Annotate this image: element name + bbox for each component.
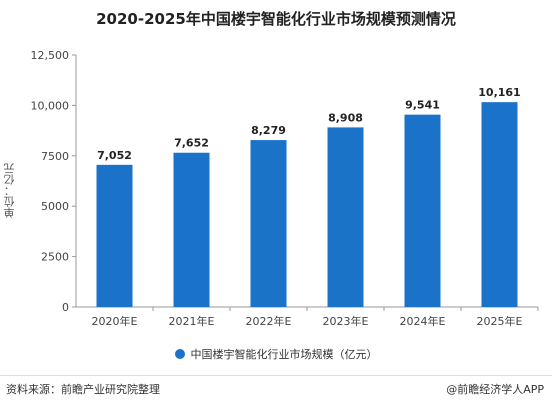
legend-label: 中国楼宇智能化行业市场规模（亿元） xyxy=(190,348,378,361)
x-tick-label: 2024年E xyxy=(400,314,446,328)
x-tick-label: 2020年E xyxy=(92,314,138,328)
bar-2020年E xyxy=(96,164,133,307)
bar-value-label: 8,279 xyxy=(251,124,286,137)
y-tick-label: 12,500 xyxy=(31,49,70,62)
chart-title: 2020-2025年中国楼宇智能化行业市场规模预测情况 xyxy=(96,10,456,28)
bar-value-label: 7,052 xyxy=(97,149,132,162)
bar-value-label: 7,652 xyxy=(174,137,209,150)
source-note: 资料来源：前瞻产业研究院整理 xyxy=(6,383,160,396)
y-tick-label: 2500 xyxy=(41,251,69,264)
bar-2021年E xyxy=(173,152,210,307)
x-tick-label: 2025年E xyxy=(477,314,523,328)
y-tick-label: 5000 xyxy=(41,200,69,213)
footer: 资料来源：前瞻产业研究院整理 @前瞻经济学人APP xyxy=(0,375,552,400)
bar-value-label: 10,161 xyxy=(478,86,520,99)
bar-value-label: 8,908 xyxy=(328,111,363,124)
bar-2023年E xyxy=(327,127,364,307)
bar-2022年E xyxy=(250,140,287,307)
bar-2024年E xyxy=(404,114,441,307)
bar-2025年E xyxy=(481,102,518,308)
brand-credit: @前瞻经济学人APP xyxy=(446,383,544,396)
y-tick-label: 7500 xyxy=(41,150,69,163)
y-tick-label: 10,000 xyxy=(31,99,70,112)
legend: 中国楼宇智能化行业市场规模（亿元） xyxy=(0,346,552,362)
x-tick-label: 2023年E xyxy=(323,314,369,328)
y-tick-label: 0 xyxy=(62,301,69,314)
x-tick-label: 2021年E xyxy=(169,314,215,328)
bar-value-label: 9,541 xyxy=(405,99,440,112)
legend-swatch xyxy=(174,349,185,359)
x-tick-label: 2022年E xyxy=(246,314,292,328)
